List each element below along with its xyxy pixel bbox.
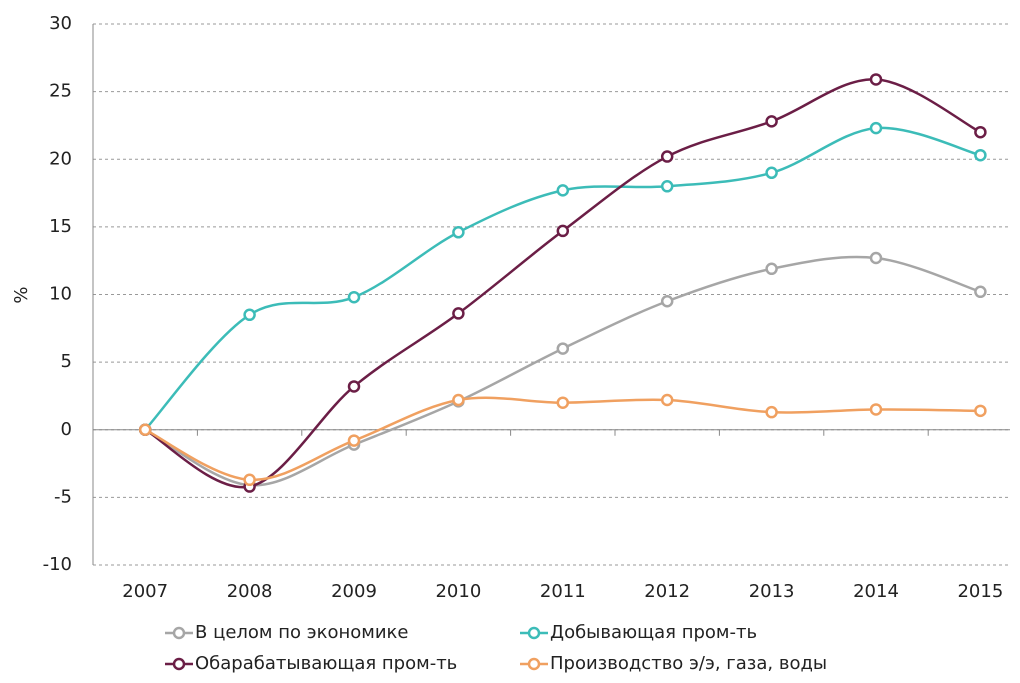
series-line [144,255,981,487]
data-point [869,73,883,86]
series-line [144,78,981,489]
legend-label: В целом по экономике [195,622,409,643]
data-point [765,405,778,419]
legend-label: Обарабатывающая пром-ть [195,653,457,674]
data-point [660,393,674,407]
data-point [452,393,465,407]
data-point [660,180,674,193]
y-tick-label: 15 [49,216,72,237]
x-tick-label: 2007 [122,581,168,602]
data-point [660,150,674,163]
legend-marker [172,657,186,671]
data-point [347,380,361,393]
y-tick-label: -5 [54,486,72,507]
data-point [556,342,570,355]
x-tick-label: 2008 [227,581,273,602]
x-tick-label: 2014 [853,581,899,602]
legend-marker [527,626,541,640]
data-point [347,434,361,447]
data-point [974,404,987,418]
y-tick-label: 0 [61,419,72,440]
data-point [869,403,883,416]
y-tick-label: -10 [43,554,72,575]
data-point [556,224,570,238]
data-point [660,295,674,308]
x-tick-label: 2011 [540,581,586,602]
data-point [869,121,883,135]
data-point [452,226,465,239]
data-point [869,251,883,265]
x-tick-label: 2009 [331,581,377,602]
y-tick-label: 20 [49,148,72,169]
data-point [243,308,256,322]
y-tick-label: 10 [49,284,72,305]
data-point [243,473,256,487]
x-tick-label: 2010 [435,581,481,602]
legend-label: Добывающая пром-ть [550,622,757,643]
data-point [765,262,778,276]
series-line [144,396,981,482]
legend-marker [527,657,541,671]
data-point [556,396,570,409]
series-line [144,126,981,431]
data-point [347,290,361,304]
x-tick-label: 2015 [957,581,1003,602]
y-tick-label: 5 [61,351,72,372]
data-point [556,184,570,197]
data-point [974,148,987,162]
y-tick-label: 25 [49,81,72,102]
data-point [765,166,778,180]
legend-label: Производство э/э, газа, воды [550,653,827,674]
data-point [974,125,987,139]
y-axis-label: % [11,286,32,303]
data-point [138,423,152,436]
data-point [765,115,778,128]
x-tick-label: 2013 [749,581,795,602]
data-point [974,285,987,299]
legend-marker [172,626,186,640]
x-tick-label: 2012 [644,581,690,602]
data-point [452,307,465,320]
y-tick-label: 30 [49,13,72,34]
